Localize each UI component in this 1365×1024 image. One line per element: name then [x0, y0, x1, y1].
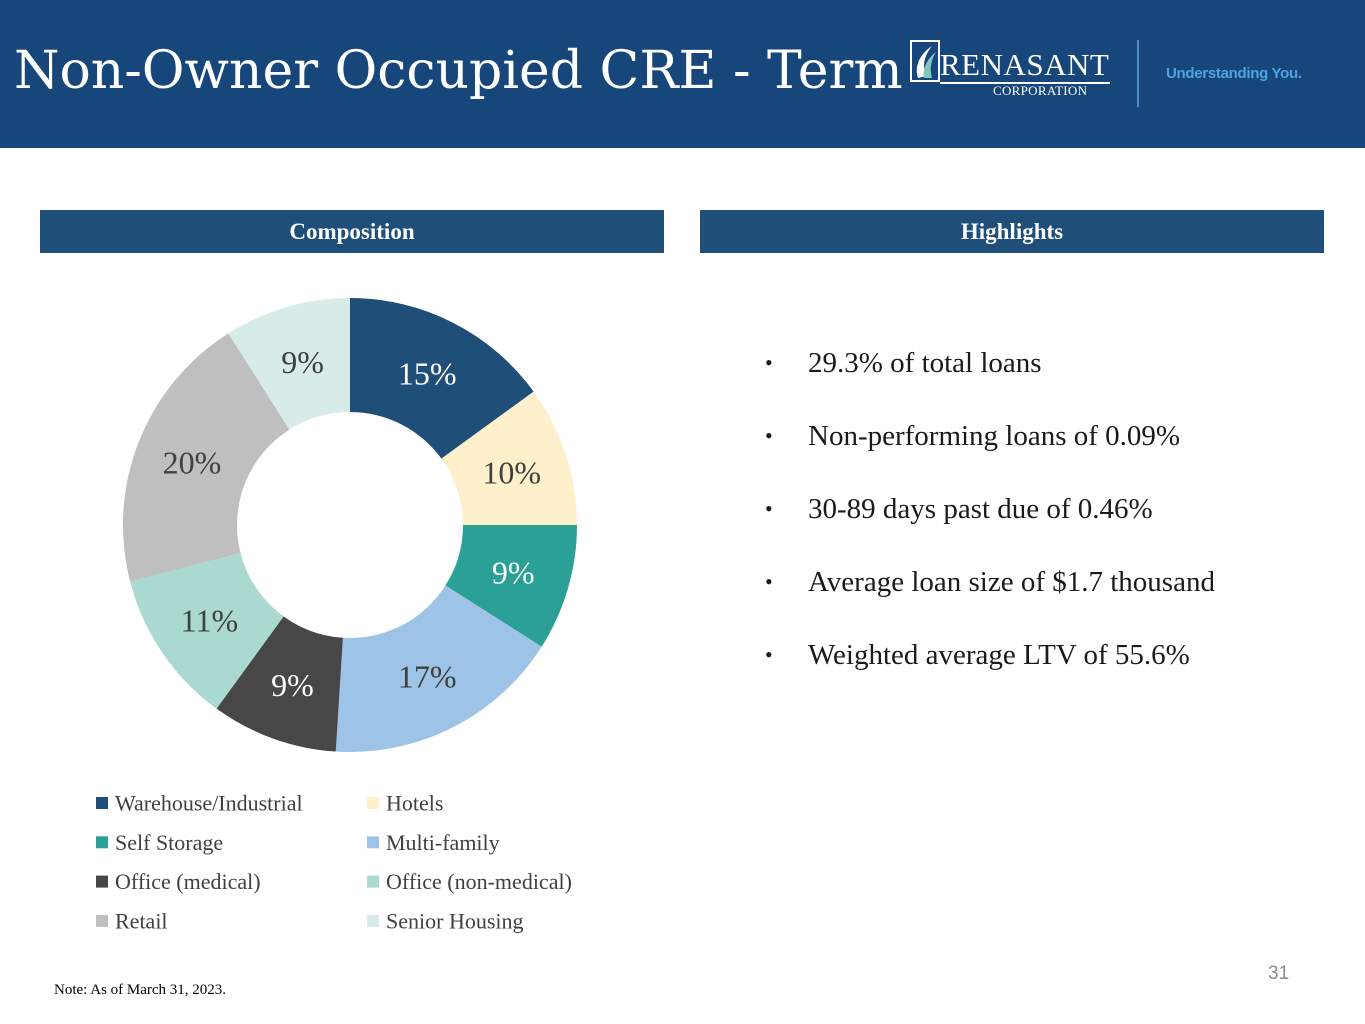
highlight-text: 30-89 days past due of 0.46% [808, 493, 1153, 525]
donut-slices [123, 298, 577, 752]
donut-label: 9% [271, 667, 314, 703]
legend-label: Multi-family [386, 830, 500, 855]
legend-label: Retail [115, 908, 168, 933]
chart-legend: Warehouse/Industrial Hotels Self Storage Mu… [96, 791, 572, 933]
legend-label: Self Storage [115, 830, 223, 855]
logo-rule [940, 82, 1110, 84]
donut-labels: 15% 10% 9% 17% 9% 11% 20% 9% [163, 344, 541, 703]
highlight-text: Average loan size of $1.7 thousand [808, 566, 1215, 598]
highlights-header: Highlights [700, 210, 1324, 253]
legend-swatch [367, 797, 379, 809]
highlight-text: 29.3% of total loans [808, 347, 1042, 379]
donut-label: 11% [181, 603, 238, 639]
footnote: Note: As of March 31, 2023. [54, 982, 227, 998]
logo-leaf-icon [910, 40, 940, 82]
bullet-icon: • [765, 569, 773, 594]
donut-slice-warehouse-industrial [350, 298, 534, 459]
bullet-icon: • [765, 350, 773, 375]
bullet-icon: • [765, 496, 773, 521]
header-banner: Non-Owner Occupied CRE - Term RENASANT C… [0, 0, 1365, 148]
legend-label: Office (non-medical) [386, 869, 572, 894]
highlights-list: • 29.3% of total loans • Non-performing lo… [765, 343, 1345, 708]
donut-label: 15% [398, 356, 457, 392]
legend-label: Senior Housing [386, 908, 524, 933]
highlight-item: • Weighted average LTV of 55.6% [765, 635, 1345, 708]
highlight-item: • Non-performing loans of 0.09% [765, 416, 1345, 489]
legend-label: Office (medical) [115, 869, 261, 894]
logo-subtitle: CORPORATION [993, 83, 1088, 98]
legend-swatch [367, 914, 379, 927]
composition-donut-chart: 15% 10% 9% 17% 9% 11% 20% 9% Warehouse/Industri… [96, 298, 577, 933]
donut-label: 9% [281, 344, 324, 380]
donut-label: 10% [482, 454, 541, 490]
page-title: Non-Owner Occupied CRE - Term [14, 41, 903, 101]
donut-label: 17% [398, 658, 457, 694]
legend-swatch [367, 836, 379, 849]
donut-slice-self-storage [445, 525, 577, 647]
legend-swatch [96, 797, 108, 809]
highlight-item: • 30-89 days past due of 0.46% [765, 489, 1345, 562]
donut-slice-office-non-medical- [130, 553, 284, 709]
legend-swatch [367, 875, 379, 888]
highlight-item: • 29.3% of total loans [765, 343, 1345, 416]
bullet-icon: • [765, 642, 773, 667]
logo-name: RENASANT [940, 47, 1110, 82]
highlight-text: Weighted average LTV of 55.6% [808, 639, 1190, 671]
donut-slice-retail [123, 333, 290, 582]
legend-swatch [96, 914, 108, 927]
company-logo: RENASANT CORPORATION [910, 38, 1110, 102]
legend-swatch [96, 875, 108, 888]
bullet-icon: • [765, 423, 773, 448]
tagline: Understanding You. [1166, 65, 1302, 82]
donut-slice-office-medical- [216, 616, 343, 752]
legend-label: Warehouse/Industrial [115, 791, 303, 816]
logo-divider [1137, 40, 1139, 107]
donut-label: 20% [163, 444, 222, 480]
donut-label: 9% [492, 554, 535, 590]
legend-swatch [96, 836, 108, 849]
composition-header: Composition [40, 210, 664, 253]
donut-slice-multi-family [335, 585, 542, 752]
highlight-text: Non-performing loans of 0.09% [808, 420, 1181, 452]
page-number: 31 [1268, 963, 1290, 984]
highlight-item: • Average loan size of $1.7 thousand [765, 562, 1345, 635]
donut-slice-senior-housing [228, 298, 350, 430]
donut-slice-hotels [441, 391, 577, 525]
legend-label: Hotels [386, 791, 443, 816]
